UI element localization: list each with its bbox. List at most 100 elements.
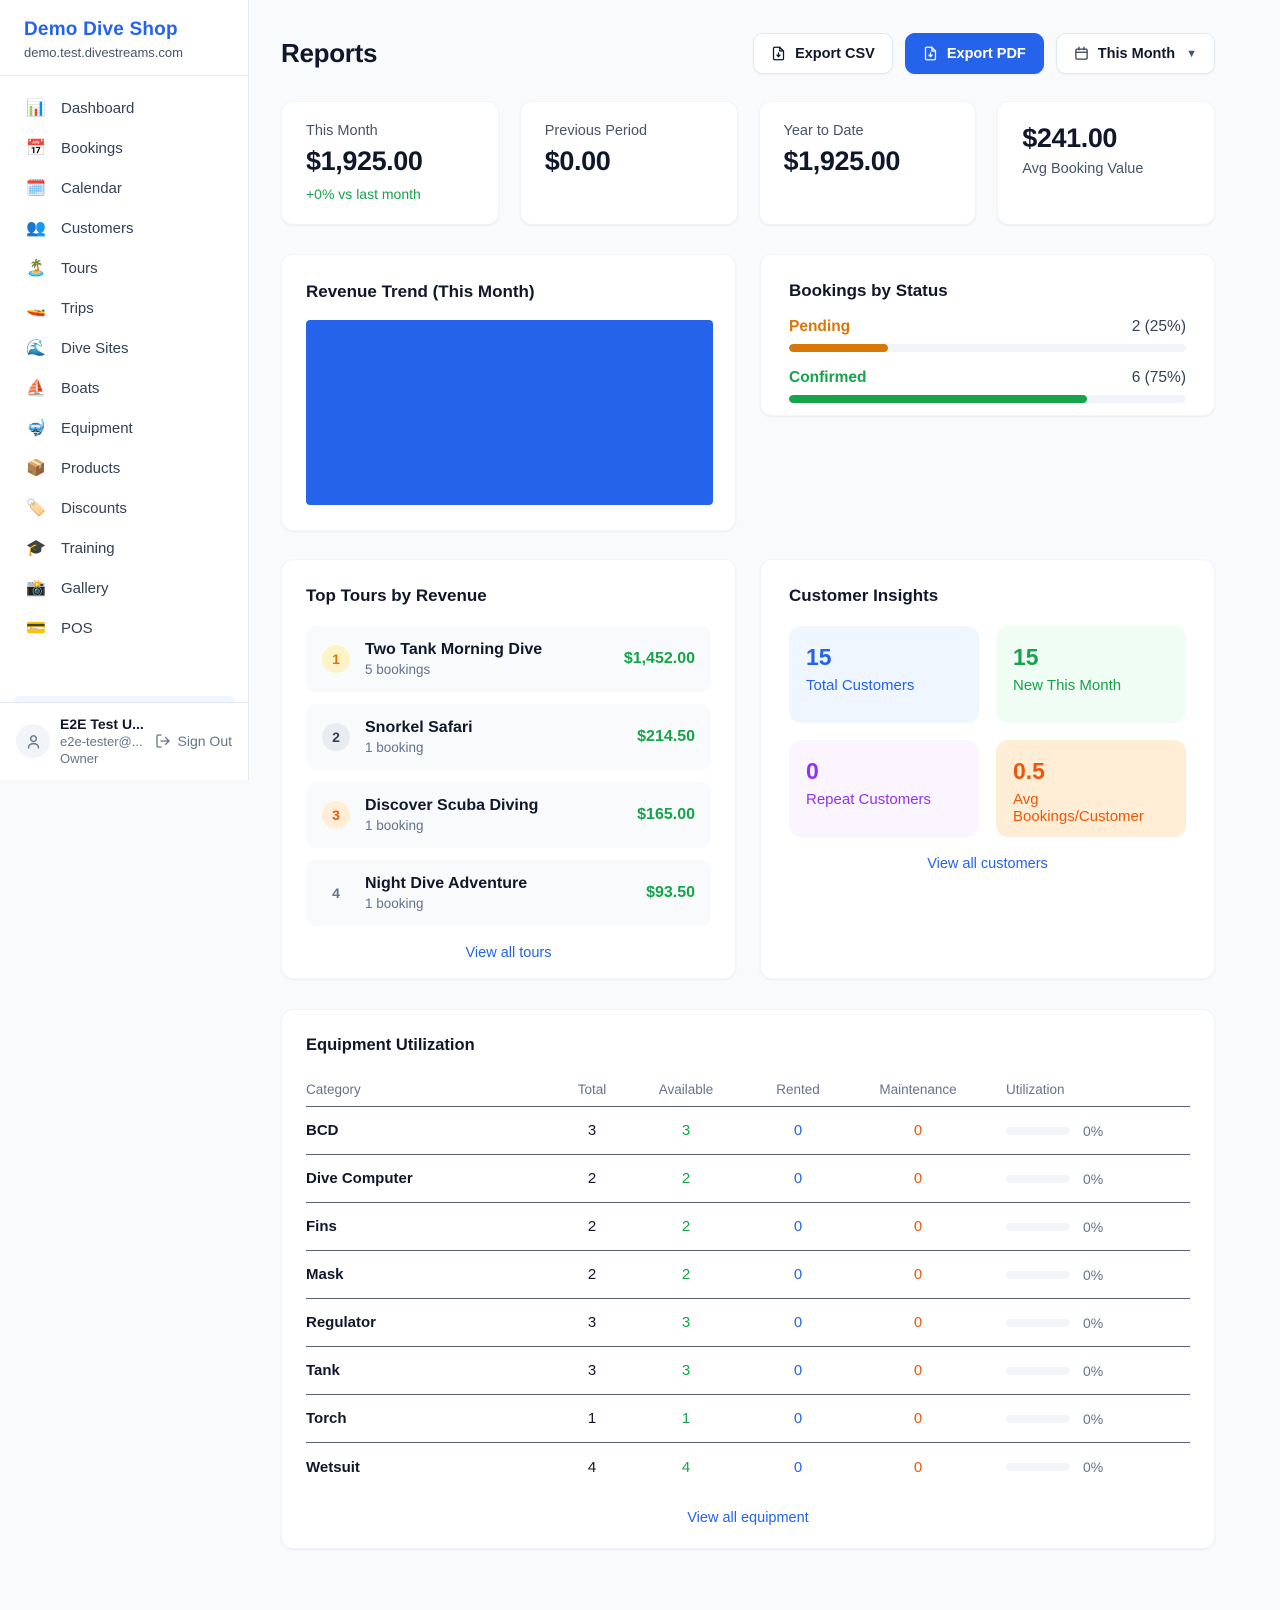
- tour-revenue: $214.50: [637, 728, 695, 745]
- equipment-total: 3: [587, 1122, 597, 1139]
- equipment-category: Regulator: [306, 1314, 377, 1331]
- equipment-rented: 0: [793, 1122, 803, 1139]
- tour-row[interactable]: 3 Discover Scuba Diving 1 booking $165.00: [306, 782, 711, 848]
- diving-mask-icon: 🤿: [26, 420, 46, 437]
- island-icon: 🏝️: [26, 260, 46, 277]
- camera-icon: 📸: [26, 580, 46, 597]
- equipment-utilization: 0%: [982, 1267, 1190, 1283]
- table-row: Mask 2 2 0 0 0%: [306, 1251, 1190, 1299]
- sidebar-item-gallery[interactable]: 📸 Gallery: [8, 568, 240, 608]
- sidebar-item-label: Training: [61, 539, 115, 557]
- tour-revenue: $93.50: [646, 884, 695, 901]
- utilization-percent: 0%: [1083, 1122, 1104, 1139]
- sidebar-item-bookings[interactable]: 📅 Bookings: [8, 128, 240, 168]
- sidebar-item-label: Discounts: [61, 499, 127, 517]
- export-pdf-label: Export PDF: [946, 45, 1026, 62]
- sidebar-item-dashboard[interactable]: 📊 Dashboard: [8, 88, 240, 128]
- sidebar-item-calendar[interactable]: 🗓️ Calendar: [8, 168, 240, 208]
- sidebar-item-label: Tours: [61, 259, 98, 277]
- equipment-total: 2: [587, 1218, 597, 1235]
- utilization-percent: 0%: [1083, 1362, 1104, 1379]
- stat-cards: This Month $1,925.00 +0% vs last month Prev…: [281, 101, 1215, 225]
- sidebar-item-tours[interactable]: 🏝️ Tours: [8, 248, 240, 288]
- people-icon: 👥: [26, 220, 46, 237]
- view-all-tours-link[interactable]: View all tours: [465, 945, 552, 961]
- equipment-utilization-title: Equipment Utilization: [306, 1036, 475, 1054]
- sidebar-item-discounts[interactable]: 🏷️ Discounts: [8, 488, 240, 528]
- table-row: Fins 2 2 0 0 0%: [306, 1203, 1190, 1251]
- shop-name: Demo Dive Shop: [24, 19, 178, 40]
- utilization-percent: 0%: [1083, 1218, 1104, 1235]
- equipment-table-body: BCD 3 3 0 0 0% Dive Computer 2 2 0 0 0% Fins 2 2 0 0 0% Ma…: [306, 1107, 1190, 1491]
- equipment-category: Wetsuit: [306, 1458, 360, 1476]
- tour-revenue: $1,452.00: [623, 650, 695, 667]
- sidebar-item-customers[interactable]: 👥 Customers: [8, 208, 240, 248]
- tour-name: Night Dive Adventure: [365, 875, 528, 892]
- user-panel: E2E Test U... e2e-tester@... Owner Sign …: [0, 702, 248, 780]
- sidebar-item-label: Customers: [61, 219, 134, 237]
- utilization-percent: 0%: [1083, 1459, 1104, 1475]
- speedboat-icon: 🚤: [26, 300, 46, 317]
- equipment-utilization: 0%: [982, 1219, 1190, 1235]
- stat-label: This Month: [306, 123, 378, 139]
- tour-row[interactable]: 2 Snorkel Safari 1 booking $214.50: [306, 704, 711, 770]
- equipment-maintenance: 0: [913, 1314, 923, 1331]
- tour-bookings: 1 booking: [365, 896, 424, 911]
- chevron-down-icon: ▼: [1186, 47, 1197, 60]
- equipment-category: BCD: [306, 1122, 339, 1139]
- insight-value: 0.5: [1013, 758, 1045, 784]
- insight-label: Repeat Customers: [806, 791, 932, 808]
- insight-tile: 15 Total Customers: [789, 626, 979, 723]
- sidebar-item-products[interactable]: 📦 Products: [8, 448, 240, 488]
- sidebar-item-boats[interactable]: ⛵ Boats: [8, 368, 240, 408]
- equipment-total: 2: [587, 1266, 597, 1283]
- equipment-total: 3: [587, 1362, 597, 1379]
- equipment-table-header: Category Total Available Rented Maintena…: [306, 1073, 1190, 1107]
- header-actions: Export CSV Export PDF This Month ▼: [753, 33, 1215, 74]
- export-pdf-button[interactable]: Export PDF: [904, 33, 1044, 74]
- user-role: Owner: [60, 751, 99, 766]
- utilization-bar: [1006, 1318, 1070, 1327]
- utilization-bar: [1006, 1174, 1070, 1183]
- tour-bookings: 1 booking: [365, 818, 424, 833]
- sign-out-button[interactable]: Sign Out: [155, 733, 232, 749]
- sign-out-label: Sign Out: [177, 733, 232, 749]
- sidebar-item-training[interactable]: 🎓 Training: [8, 528, 240, 568]
- utilization-bar: [1006, 1463, 1070, 1471]
- period-dropdown[interactable]: This Month ▼: [1055, 33, 1215, 74]
- equipment-utilization: 0%: [982, 1363, 1190, 1379]
- sidebar-nav: 📊 Dashboard 📅 Bookings 🗓️ Calendar 👥 Customers 🏝…: [0, 76, 248, 702]
- utilization-bar: [1006, 1270, 1070, 1279]
- insight-tiles: 15 Total Customers 15 New This Month 0 Repeat…: [789, 626, 1186, 837]
- status-label: Pending: [789, 318, 851, 335]
- sign-out-icon: [155, 734, 170, 748]
- equipment-total: 3: [587, 1314, 597, 1331]
- equipment-available: 2: [681, 1218, 691, 1235]
- equipment-maintenance: 0: [913, 1362, 923, 1379]
- revenue-trend-title: Revenue Trend (This Month): [306, 282, 535, 301]
- nav-active-item-partial[interactable]: [12, 696, 236, 702]
- tour-name: Snorkel Safari: [365, 719, 473, 736]
- export-csv-label: Export CSV: [795, 45, 875, 62]
- insight-value: 15: [1013, 644, 1039, 670]
- sidebar-item-dive-sites[interactable]: 🌊 Dive Sites: [8, 328, 240, 368]
- page-title: Reports: [281, 38, 378, 68]
- bookings-by-status-title: Bookings by Status: [789, 281, 948, 300]
- tour-row[interactable]: 4 Night Dive Adventure 1 booking $93.50: [306, 860, 711, 926]
- view-all-customers-link[interactable]: View all customers: [927, 856, 1048, 872]
- equipment-category: Dive Computer: [306, 1170, 413, 1187]
- stat-label: Previous Period: [544, 123, 648, 139]
- view-all-equipment-link[interactable]: View all equipment: [687, 1510, 809, 1526]
- status-count: 2 (25%): [1131, 318, 1186, 335]
- sidebar-item-pos[interactable]: 💳 POS: [8, 608, 240, 648]
- equipment-category: Mask: [306, 1266, 344, 1283]
- customer-insights-card: Customer Insights 15 Total Customers 15 New…: [760, 559, 1215, 979]
- person-icon: [27, 734, 39, 749]
- export-csv-button[interactable]: Export CSV: [753, 33, 893, 74]
- tour-row[interactable]: 1 Two Tank Morning Dive 5 bookings $1,452.0…: [306, 626, 711, 692]
- sidebar-item-equipment[interactable]: 🤿 Equipment: [8, 408, 240, 448]
- sidebar-item-trips[interactable]: 🚤 Trips: [8, 288, 240, 328]
- sidebar-item-label: POS: [61, 619, 93, 637]
- spiral-calendar-icon: 🗓️: [26, 180, 46, 197]
- sidebar-item-label: Equipment: [61, 419, 133, 437]
